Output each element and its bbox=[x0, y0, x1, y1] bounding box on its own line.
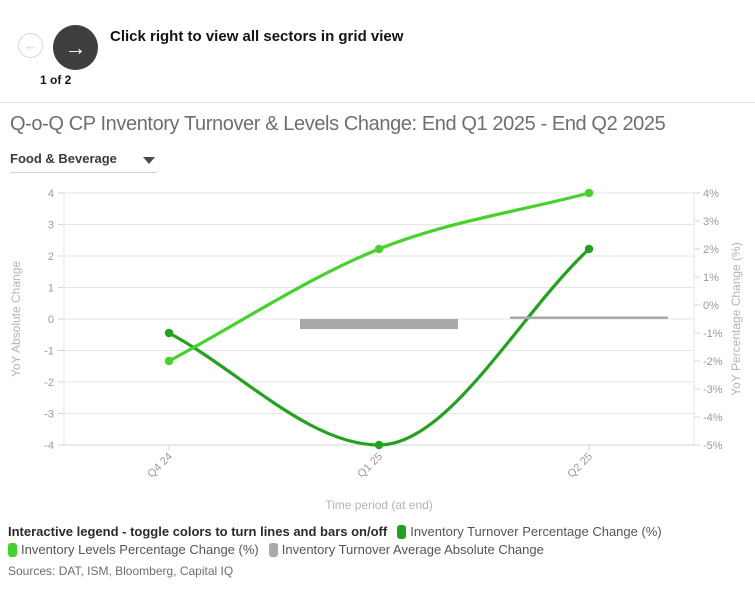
left-axis-title: YoY Absolute Change bbox=[9, 261, 23, 377]
chart: 4 3 2 1 0 -1 -2 -3 -4 4% 3% 2% 1% 0% -1% -2% -3% -4% -5% Q4… bbox=[0, 180, 755, 525]
right-axis-tick-label: 3% bbox=[703, 216, 719, 228]
chart-point[interactable] bbox=[584, 244, 594, 254]
right-axis-tick-label: -2% bbox=[703, 356, 723, 368]
legend-item[interactable]: Inventory Turnover Percentage Change (%) bbox=[397, 524, 662, 539]
x-axis-title: Time period (at end) bbox=[325, 498, 433, 512]
right-axis-tick-label: 1% bbox=[703, 272, 719, 284]
right-axis-tick-label: -1% bbox=[703, 328, 723, 340]
nav-caption: Click right to view all sectors in grid … bbox=[110, 28, 404, 45]
right-axis-tick-label: 2% bbox=[703, 244, 719, 256]
legend-item-label: Inventory Turnover Average Absolute Chan… bbox=[281, 542, 544, 557]
legend-swatch-icon bbox=[8, 542, 17, 557]
legend-intro: Interactive legend - toggle colors to tu… bbox=[8, 524, 388, 539]
x-axis-tick-label: Q2 25 bbox=[565, 451, 595, 481]
chart-bar[interactable] bbox=[300, 319, 458, 330]
chart-bar[interactable] bbox=[510, 316, 668, 319]
chart-point[interactable] bbox=[374, 244, 384, 254]
page-indicator: 1 of 2 bbox=[40, 73, 72, 87]
left-axis-tick-label: -1 bbox=[44, 346, 54, 358]
pager-nav: ← → Click right to view all sectors in g… bbox=[0, 0, 755, 102]
left-axis-tick-label: -2 bbox=[44, 377, 54, 389]
chart-title: Q-o-Q CP Inventory Turnover & Levels Cha… bbox=[10, 113, 666, 135]
sector-dropdown[interactable]: Food & Beverage bbox=[10, 148, 157, 173]
chart-point[interactable] bbox=[164, 328, 174, 338]
chart-point[interactable] bbox=[584, 188, 594, 198]
x-axis-tick-label: Q1 25 bbox=[355, 451, 385, 481]
chart-point[interactable] bbox=[164, 356, 174, 366]
right-arrow-icon: → bbox=[64, 34, 87, 60]
left-axis-tick-label: -4 bbox=[44, 440, 54, 452]
next-arrow-button[interactable]: → bbox=[53, 25, 98, 70]
chart-point[interactable] bbox=[374, 440, 384, 450]
right-axis-tick-label: -5% bbox=[703, 440, 723, 452]
right-axis-tick-label: -4% bbox=[703, 412, 723, 424]
right-axis-tick-label: 4% bbox=[703, 188, 719, 200]
left-axis-tick-label: -3 bbox=[44, 409, 54, 421]
right-axis-title: YoY Percentage Change (%) bbox=[729, 242, 743, 395]
legend-swatch-icon bbox=[268, 542, 278, 557]
chart-svg: 4 3 2 1 0 -1 -2 -3 -4 4% 3% 2% 1% 0% -1% -2% -3% -4% -5% Q4… bbox=[9, 188, 743, 512]
left-arrow-icon: ← bbox=[24, 38, 37, 53]
legend-item-label: Inventory Turnover Percentage Change (%) bbox=[410, 524, 662, 539]
prev-arrow-button[interactable]: ← bbox=[18, 33, 43, 58]
left-axis-tick-label: 4 bbox=[48, 188, 54, 200]
sources-note: Sources: DAT, ISM, Bloomberg, Capital IQ bbox=[8, 564, 234, 578]
chevron-down-icon bbox=[143, 157, 155, 164]
sector-dropdown-value: Food & Beverage bbox=[10, 151, 117, 166]
left-axis-tick-label: 0 bbox=[48, 314, 54, 326]
legend-item[interactable]: Inventory Levels Percentage Change (%) bbox=[8, 542, 259, 557]
legend-item-label: Inventory Levels Percentage Change (%) bbox=[21, 542, 259, 557]
left-axis-tick-label: 3 bbox=[48, 220, 54, 232]
left-axis-tick-label: 2 bbox=[48, 251, 54, 263]
chart-line[interactable] bbox=[167, 191, 591, 363]
left-axis-tick-label: 1 bbox=[48, 283, 54, 295]
chart-legend: Interactive legend - toggle colors to tu… bbox=[8, 524, 750, 557]
legend-item[interactable]: Inventory Turnover Average Absolute Chan… bbox=[268, 542, 544, 557]
header-divider bbox=[0, 102, 755, 103]
chart-line[interactable] bbox=[167, 247, 591, 447]
right-axis-tick-label: 0% bbox=[703, 300, 719, 312]
right-axis-tick-label: -3% bbox=[703, 384, 723, 396]
x-axis-tick-label: Q4 24 bbox=[145, 451, 175, 481]
legend-swatch-icon bbox=[397, 524, 407, 539]
